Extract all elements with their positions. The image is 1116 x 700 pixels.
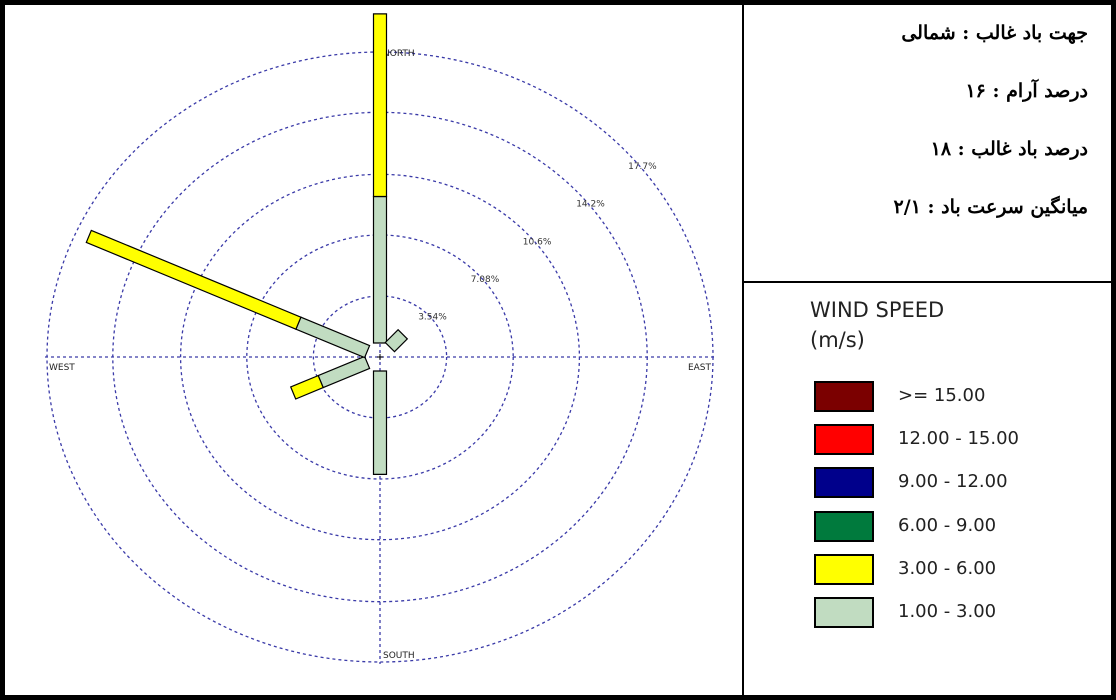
ring-label: 10.6% [523, 238, 552, 248]
legend-label: 6.00 - 9.00 [898, 514, 997, 536]
dominant-percent-text: درصد باد غالب : ۱۸ [930, 138, 1088, 160]
mean-speed-text: میانگین سرعت باد : ۲/۱ [893, 196, 1088, 218]
legend-swatch [814, 424, 874, 456]
legend-swatch [814, 596, 874, 628]
legend-label: 12.00 - 15.00 [898, 428, 1019, 450]
ring-label: 3.54% [418, 312, 447, 322]
legend-swatch [814, 467, 874, 499]
vertical-divider [742, 5, 744, 695]
legend-label: >= 15.00 [898, 385, 986, 406]
petal-segment [372, 370, 388, 475]
legend-title: WIND SPEED (m/s) [810, 295, 944, 355]
ring-label: 14.2% [576, 199, 605, 209]
north-label: NORTH [383, 49, 415, 59]
dominant-direction-text: جهت باد غالب : شمالی [901, 22, 1088, 44]
east-label: EAST [688, 363, 712, 373]
ring-label: 7.08% [471, 275, 500, 285]
legend-label: 1.00 - 3.00 [898, 600, 997, 622]
petal-segment [372, 13, 388, 198]
petal-segment [289, 374, 324, 400]
petal-segment [372, 195, 388, 344]
west-label: WEST [49, 363, 75, 373]
legend-label: 3.00 - 6.00 [898, 557, 997, 579]
calm-percent-text: درصد آرام : ۱۶ [965, 80, 1088, 102]
legend-title-line2: (m/s) [810, 328, 865, 352]
petal-segment [384, 328, 409, 353]
petal-segment [317, 355, 371, 389]
legend-swatch [814, 553, 874, 585]
ring-label: 17.7% [628, 162, 657, 172]
legend-swatch [814, 381, 874, 412]
legend-title-line1: WIND SPEED [810, 298, 945, 322]
wind-rose-chart: 3.54% 7.08% 10.6% 14.2% 17.7% NORTH SOUTH EAST W… [45, 13, 715, 664]
legend-swatch [814, 510, 874, 542]
wind-statistics: جهت باد غالب : شمالی درصد آرام : ۱۶ درصد… [750, 18, 1088, 250]
petal-segment [295, 316, 371, 359]
petal-segment [85, 229, 302, 330]
legend-label: 9.00 - 12.00 [898, 471, 1008, 493]
horizontal-divider [744, 281, 1111, 283]
south-label: SOUTH [383, 651, 415, 661]
